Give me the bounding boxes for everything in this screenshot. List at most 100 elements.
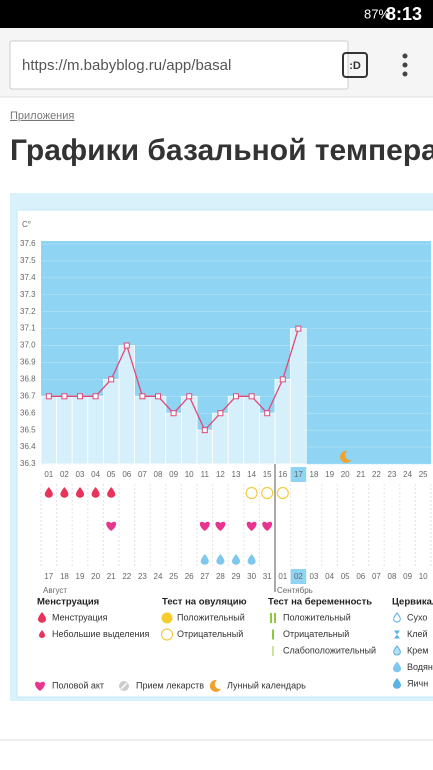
drop-blue-dark	[392, 678, 402, 689]
bar-weak	[272, 646, 274, 656]
drop-blue	[200, 554, 209, 565]
y-tick-label: 37.2	[20, 307, 36, 316]
date-label: 22	[122, 572, 131, 581]
date-label: 26	[185, 572, 194, 581]
heart	[199, 521, 210, 531]
x-tick-label: 20	[341, 470, 350, 479]
temperature-column	[196, 429, 214, 465]
heart	[106, 521, 117, 531]
tabs-count[interactable]: :D	[349, 60, 361, 72]
temperature-point	[108, 376, 115, 383]
moon	[209, 679, 221, 692]
url[interactable]: https://m.babyblog.ru/app/basal	[22, 57, 231, 74]
drop	[91, 487, 100, 498]
heart	[262, 521, 273, 531]
legend-title: Тест на беременность	[268, 597, 372, 608]
y-tick-label: 36.5	[20, 425, 36, 434]
y-tick-label: 36.7	[20, 391, 36, 400]
circle	[161, 612, 173, 624]
url-box[interactable]	[9, 40, 349, 90]
temperature-point	[248, 393, 255, 400]
drop-blue	[247, 554, 256, 565]
legend-label: Сухо	[407, 612, 427, 622]
x-tick-label: 05	[107, 470, 116, 479]
drop	[247, 554, 256, 565]
heart	[246, 521, 257, 531]
moon	[340, 450, 352, 463]
temperature-point	[295, 325, 302, 332]
y-tick-label: 37.4	[20, 273, 36, 282]
y-tick-label: 36.3	[20, 459, 36, 468]
date-label: 23	[138, 572, 147, 581]
temperature-point	[279, 376, 286, 383]
circle	[160, 628, 174, 641]
temperature-column	[103, 378, 120, 465]
drop-blue	[216, 554, 225, 565]
heart	[246, 521, 257, 531]
legend-label: Положительный	[177, 612, 245, 622]
drop	[231, 554, 241, 565]
temperature-point	[61, 393, 68, 400]
date-label: 03	[310, 572, 319, 581]
temperature-point	[201, 427, 208, 434]
date-label: 24	[154, 572, 163, 581]
y-unit: C°	[22, 220, 31, 229]
legend-label: Небольшие выделения	[52, 629, 150, 639]
drop	[393, 612, 401, 623]
temperature-point	[45, 393, 52, 400]
hourglass	[394, 630, 400, 639]
menu-button[interactable]	[402, 53, 408, 77]
temperature-column	[134, 395, 151, 465]
date-label: 20	[91, 572, 100, 581]
moon	[209, 679, 221, 692]
circle-outline	[160, 628, 174, 641]
temperature-point	[77, 393, 83, 400]
bars-two	[270, 613, 276, 623]
circle	[276, 486, 289, 500]
breadcrumb[interactable]: Приложения	[10, 110, 74, 122]
date-label: 19	[76, 572, 85, 581]
date-label: 05	[341, 572, 350, 581]
bar	[272, 646, 274, 656]
drop-half	[393, 645, 401, 656]
y-tick-label: 37.1	[20, 324, 36, 333]
circle-outline	[276, 486, 289, 500]
tabs-button[interactable]	[342, 52, 368, 78]
legend-label: Клей	[407, 629, 428, 639]
drop	[60, 487, 69, 498]
x-tick-label: 06	[122, 470, 131, 479]
pill-line	[120, 682, 128, 690]
x-tick-label: 04	[91, 470, 100, 479]
temperature-point	[139, 393, 146, 400]
x-tick-label: 18	[310, 470, 319, 479]
date-label: 21	[107, 572, 116, 581]
x-tick-label: 24	[403, 470, 412, 479]
legend-label: Водян	[407, 662, 433, 672]
drop	[392, 661, 402, 673]
bar	[274, 613, 276, 623]
x-tick-label: 02	[60, 470, 69, 479]
x-tick-label: 09	[169, 470, 178, 479]
legend-label: Отрицательный	[283, 629, 349, 639]
drop	[216, 554, 225, 565]
temperature-column	[180, 395, 198, 465]
circle-filled	[161, 612, 173, 624]
date-label: 28	[216, 572, 225, 581]
date-label: 01	[278, 572, 287, 581]
circle-outline	[261, 486, 274, 500]
date-label: 29	[232, 572, 241, 581]
bar	[270, 613, 272, 623]
x-tick-label: 03	[76, 470, 85, 479]
drop	[37, 612, 47, 623]
drop-red	[37, 612, 47, 623]
drop-red	[107, 487, 116, 498]
current-date	[290, 569, 307, 584]
temperature-point	[264, 410, 271, 417]
x-tick-label: 23	[388, 470, 397, 479]
date-label: 06	[356, 572, 365, 581]
battery: 87%	[364, 6, 390, 21]
y-tick-label: 36.9	[20, 358, 36, 367]
drop-blue	[231, 554, 241, 565]
date-label: 25	[169, 572, 178, 581]
page-title: Графики базальной темпера	[10, 134, 433, 167]
